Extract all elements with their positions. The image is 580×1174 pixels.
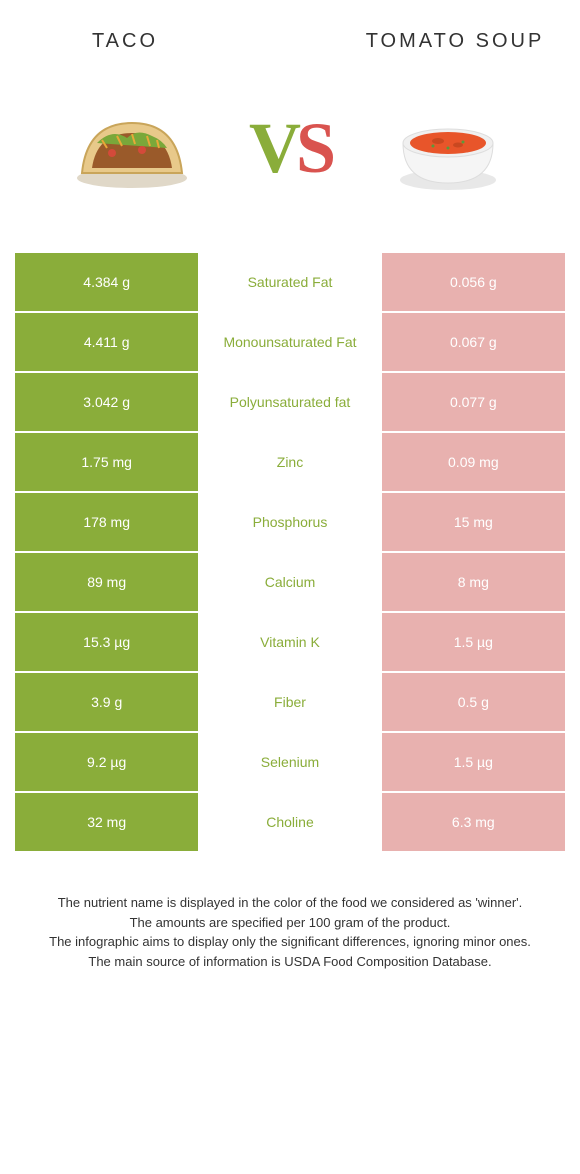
images-row: VS bbox=[15, 73, 565, 223]
right-value: 0.5 g bbox=[382, 673, 565, 731]
nutrient-name: Polyunsaturated fat bbox=[198, 373, 381, 431]
left-value: 3.042 g bbox=[15, 373, 198, 431]
left-value: 3.9 g bbox=[15, 673, 198, 731]
footnote-line: The amounts are specified per 100 gram o… bbox=[15, 913, 565, 933]
taco-icon bbox=[67, 98, 197, 198]
left-value: 9.2 µg bbox=[15, 733, 198, 791]
soup-image bbox=[331, 98, 565, 198]
right-value: 0.077 g bbox=[382, 373, 565, 431]
table-row: 1.75 mgZinc0.09 mg bbox=[15, 433, 565, 493]
table-row: 3.9 gFiber0.5 g bbox=[15, 673, 565, 733]
soup-icon bbox=[383, 98, 513, 198]
header-titles: TACO TOMATO SOUP bbox=[15, 30, 565, 53]
vs-v: V bbox=[249, 108, 296, 188]
left-value: 15.3 µg bbox=[15, 613, 198, 671]
table-row: 4.411 gMonounsaturated Fat0.067 g bbox=[15, 313, 565, 373]
table-row: 9.2 µgSelenium1.5 µg bbox=[15, 733, 565, 793]
table-row: 15.3 µgVitamin K1.5 µg bbox=[15, 613, 565, 673]
nutrient-name: Calcium bbox=[198, 553, 381, 611]
left-value: 4.384 g bbox=[15, 253, 198, 311]
nutrient-name: Vitamin K bbox=[198, 613, 381, 671]
right-value: 15 mg bbox=[382, 493, 565, 551]
left-value: 1.75 mg bbox=[15, 433, 198, 491]
nutrient-name: Selenium bbox=[198, 733, 381, 791]
left-value: 178 mg bbox=[15, 493, 198, 551]
food-title-right: TOMATO SOUP bbox=[345, 30, 565, 53]
right-value: 0.056 g bbox=[382, 253, 565, 311]
footnotes: The nutrient name is displayed in the co… bbox=[15, 893, 565, 971]
right-value: 0.067 g bbox=[382, 313, 565, 371]
right-value: 1.5 µg bbox=[382, 613, 565, 671]
comparison-table: 4.384 gSaturated Fat0.056 g4.411 gMonoun… bbox=[15, 253, 565, 853]
nutrient-name: Choline bbox=[198, 793, 381, 851]
nutrient-name: Saturated Fat bbox=[198, 253, 381, 311]
right-value: 6.3 mg bbox=[382, 793, 565, 851]
table-row: 178 mgPhosphorus15 mg bbox=[15, 493, 565, 553]
right-value: 1.5 µg bbox=[382, 733, 565, 791]
left-value: 89 mg bbox=[15, 553, 198, 611]
food-title-left: TACO bbox=[15, 30, 235, 53]
table-row: 32 mgCholine6.3 mg bbox=[15, 793, 565, 853]
vs-s: S bbox=[296, 108, 331, 188]
vs-label: VS bbox=[249, 107, 331, 190]
footnote-line: The infographic aims to display only the… bbox=[15, 932, 565, 952]
nutrient-name: Monounsaturated Fat bbox=[198, 313, 381, 371]
left-value: 4.411 g bbox=[15, 313, 198, 371]
table-row: 4.384 gSaturated Fat0.056 g bbox=[15, 253, 565, 313]
footnote-line: The main source of information is USDA F… bbox=[15, 952, 565, 972]
taco-image bbox=[15, 98, 249, 198]
table-row: 89 mgCalcium8 mg bbox=[15, 553, 565, 613]
table-row: 3.042 gPolyunsaturated fat0.077 g bbox=[15, 373, 565, 433]
footnote-line: The nutrient name is displayed in the co… bbox=[15, 893, 565, 913]
nutrient-name: Phosphorus bbox=[198, 493, 381, 551]
right-value: 0.09 mg bbox=[382, 433, 565, 491]
nutrient-name: Zinc bbox=[198, 433, 381, 491]
right-value: 8 mg bbox=[382, 553, 565, 611]
nutrient-name: Fiber bbox=[198, 673, 381, 731]
left-value: 32 mg bbox=[15, 793, 198, 851]
